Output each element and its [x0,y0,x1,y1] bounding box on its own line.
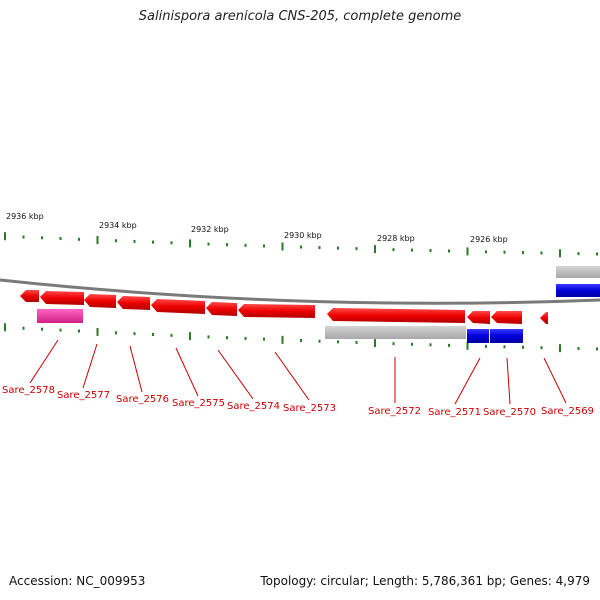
ortholog-block-blue [490,329,523,343]
kbp-label: 2934 kbp [99,221,137,230]
ortholog-track-gray [556,266,600,278]
kbp-label: 2926 kbp [470,235,508,244]
gene-arrow[interactable] [540,312,548,324]
gene-label: Sare_2578 [2,385,55,396]
gene-arrow[interactable] [40,291,84,305]
kbp-label: 2928 kbp [377,234,415,243]
ortholog-block-gray [325,326,466,339]
gene-label: Sare_2574 [227,401,280,412]
genome-backbone [0,278,600,305]
accession-text: Accession: NC_009953 [9,574,146,588]
gene-label: Sare_2576 [116,394,169,405]
ortholog-block-pink [37,309,83,323]
gene-arrow[interactable] [206,302,237,316]
gene-label: Sare_2573 [283,403,336,414]
gene-arrow[interactable] [491,311,522,324]
kbp-label: 2932 kbp [191,225,229,234]
genome-stats-text: Topology: circular; Length: 5,786,361 bp… [260,574,590,588]
gene-arrow[interactable] [117,296,150,310]
gene-track-forward [20,290,548,324]
gene-label: Sare_2577 [57,390,110,401]
kbp-labels: 2936 kbp 2934 kbp 2932 kbp 2930 kbp 2928… [6,212,508,244]
gene-arrow[interactable] [151,299,205,314]
ortholog-track-lower [37,309,523,343]
gene-label: Sare_2575 [172,398,225,409]
kbp-label: 2930 kbp [284,231,322,240]
gene-label: Sare_2570 [483,407,536,418]
gene-arrow[interactable] [238,304,315,318]
tick-marks-bottom [4,323,598,353]
label-leader-lines [29,339,567,405]
tick-marks-top [4,232,598,258]
gene-label: Sare_2571 [428,407,481,418]
genome-title: Salinispora arenicola CNS-205, complete … [138,9,462,24]
ortholog-block-blue [467,329,489,343]
gene-arrow[interactable] [327,308,465,323]
ortholog-track-blue [556,284,600,297]
gene-label: Sare_2569 [541,406,594,417]
kbp-label: 2936 kbp [6,212,44,221]
gene-labels: Sare_2578 Sare_2577 Sare_2576 Sare_2575 … [2,385,594,418]
gene-arrow[interactable] [467,311,490,324]
gene-label: Sare_2572 [368,406,421,417]
gene-arrow[interactable] [20,290,39,302]
gene-arrow[interactable] [84,294,116,308]
